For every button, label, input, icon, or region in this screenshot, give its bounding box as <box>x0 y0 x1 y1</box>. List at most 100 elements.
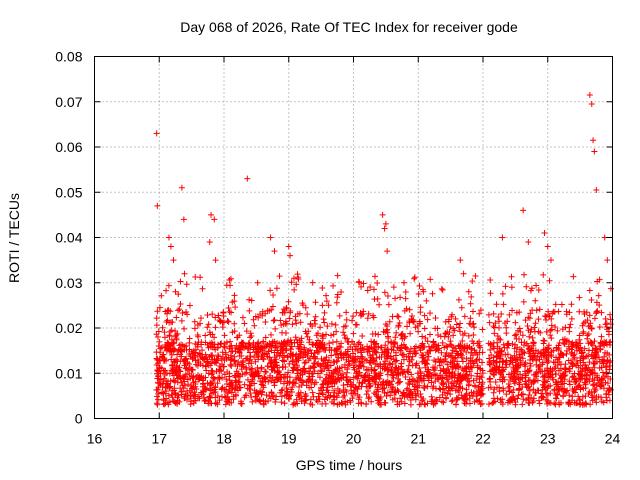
data-point <box>341 364 348 371</box>
data-point <box>527 356 534 363</box>
data-point <box>522 363 529 370</box>
data-point <box>384 353 391 360</box>
data-point <box>560 340 567 347</box>
data-point <box>579 349 586 356</box>
data-point-peak <box>180 216 187 223</box>
data-point <box>576 308 583 315</box>
data-point-peak <box>420 288 427 295</box>
data-point <box>528 326 535 333</box>
data-point <box>597 339 604 346</box>
data-point <box>327 392 334 399</box>
data-point <box>187 395 194 402</box>
data-point <box>577 384 584 391</box>
data-point <box>391 395 398 402</box>
data-point <box>531 378 538 385</box>
data-point <box>203 386 210 393</box>
data-point <box>250 316 257 323</box>
data-point <box>393 357 400 364</box>
data-point <box>585 340 592 347</box>
data-point <box>283 305 290 312</box>
data-point <box>570 273 577 280</box>
data-point <box>302 359 309 366</box>
data-point <box>403 387 410 393</box>
data-point <box>542 312 549 319</box>
data-point <box>376 375 383 382</box>
data-point <box>487 346 494 353</box>
data-point <box>286 360 293 367</box>
data-point <box>603 391 610 398</box>
data-point <box>486 355 493 362</box>
data-point <box>408 316 415 323</box>
data-point <box>173 369 180 376</box>
data-point <box>225 305 232 312</box>
data-point <box>181 270 188 277</box>
data-point <box>200 391 207 398</box>
data-point <box>204 312 211 319</box>
data-point <box>227 357 234 364</box>
data-point <box>348 381 355 388</box>
data-point <box>586 359 593 366</box>
data-point <box>569 386 576 393</box>
data-point <box>241 344 248 351</box>
data-point <box>209 368 216 375</box>
data-point <box>593 399 600 406</box>
data-point <box>596 302 603 309</box>
data-point <box>455 296 462 303</box>
data-point <box>566 345 573 352</box>
data-point <box>227 282 234 289</box>
data-point <box>340 394 347 401</box>
data-point <box>449 374 456 381</box>
data-point <box>384 323 391 330</box>
data-point <box>219 384 226 391</box>
data-point <box>304 311 311 318</box>
data-point-peak <box>465 288 472 295</box>
data-point <box>461 344 468 351</box>
data-point <box>168 356 175 363</box>
data-point <box>516 336 523 343</box>
data-point <box>588 389 595 396</box>
data-point-peak <box>384 248 391 255</box>
data-point <box>432 372 439 379</box>
data-point <box>349 317 356 324</box>
data-point <box>499 359 506 366</box>
data-point <box>539 394 546 401</box>
data-point <box>270 317 277 324</box>
data-point <box>433 346 440 353</box>
data-point <box>159 324 166 331</box>
data-point <box>321 377 328 384</box>
data-point <box>197 320 204 327</box>
data-point <box>293 396 300 403</box>
data-point <box>272 325 279 332</box>
data-point <box>280 373 287 380</box>
data-point <box>236 384 243 391</box>
data-point <box>216 317 223 324</box>
data-point <box>489 400 496 407</box>
data-point <box>371 366 378 373</box>
data-point <box>221 357 228 364</box>
x-tick-label: 23 <box>540 431 556 447</box>
data-point <box>164 339 171 346</box>
data-point <box>545 308 552 315</box>
data-point <box>506 383 513 390</box>
data-point <box>449 311 456 318</box>
data-point <box>319 345 326 352</box>
data-point <box>154 308 161 315</box>
data-point <box>354 368 361 375</box>
data-point <box>384 364 391 371</box>
data-point <box>271 379 278 386</box>
data-point <box>370 339 377 346</box>
data-point <box>223 376 230 383</box>
data-point <box>563 308 570 315</box>
data-point <box>325 302 332 309</box>
data-point <box>517 357 524 364</box>
data-point <box>181 356 188 363</box>
data-point <box>445 318 452 325</box>
data-point <box>526 367 533 374</box>
data-point <box>438 285 445 292</box>
data-point <box>490 354 497 361</box>
data-point <box>258 364 265 371</box>
data-point <box>263 392 270 399</box>
data-point <box>562 366 569 373</box>
data-point <box>381 384 388 391</box>
data-point <box>267 357 274 364</box>
